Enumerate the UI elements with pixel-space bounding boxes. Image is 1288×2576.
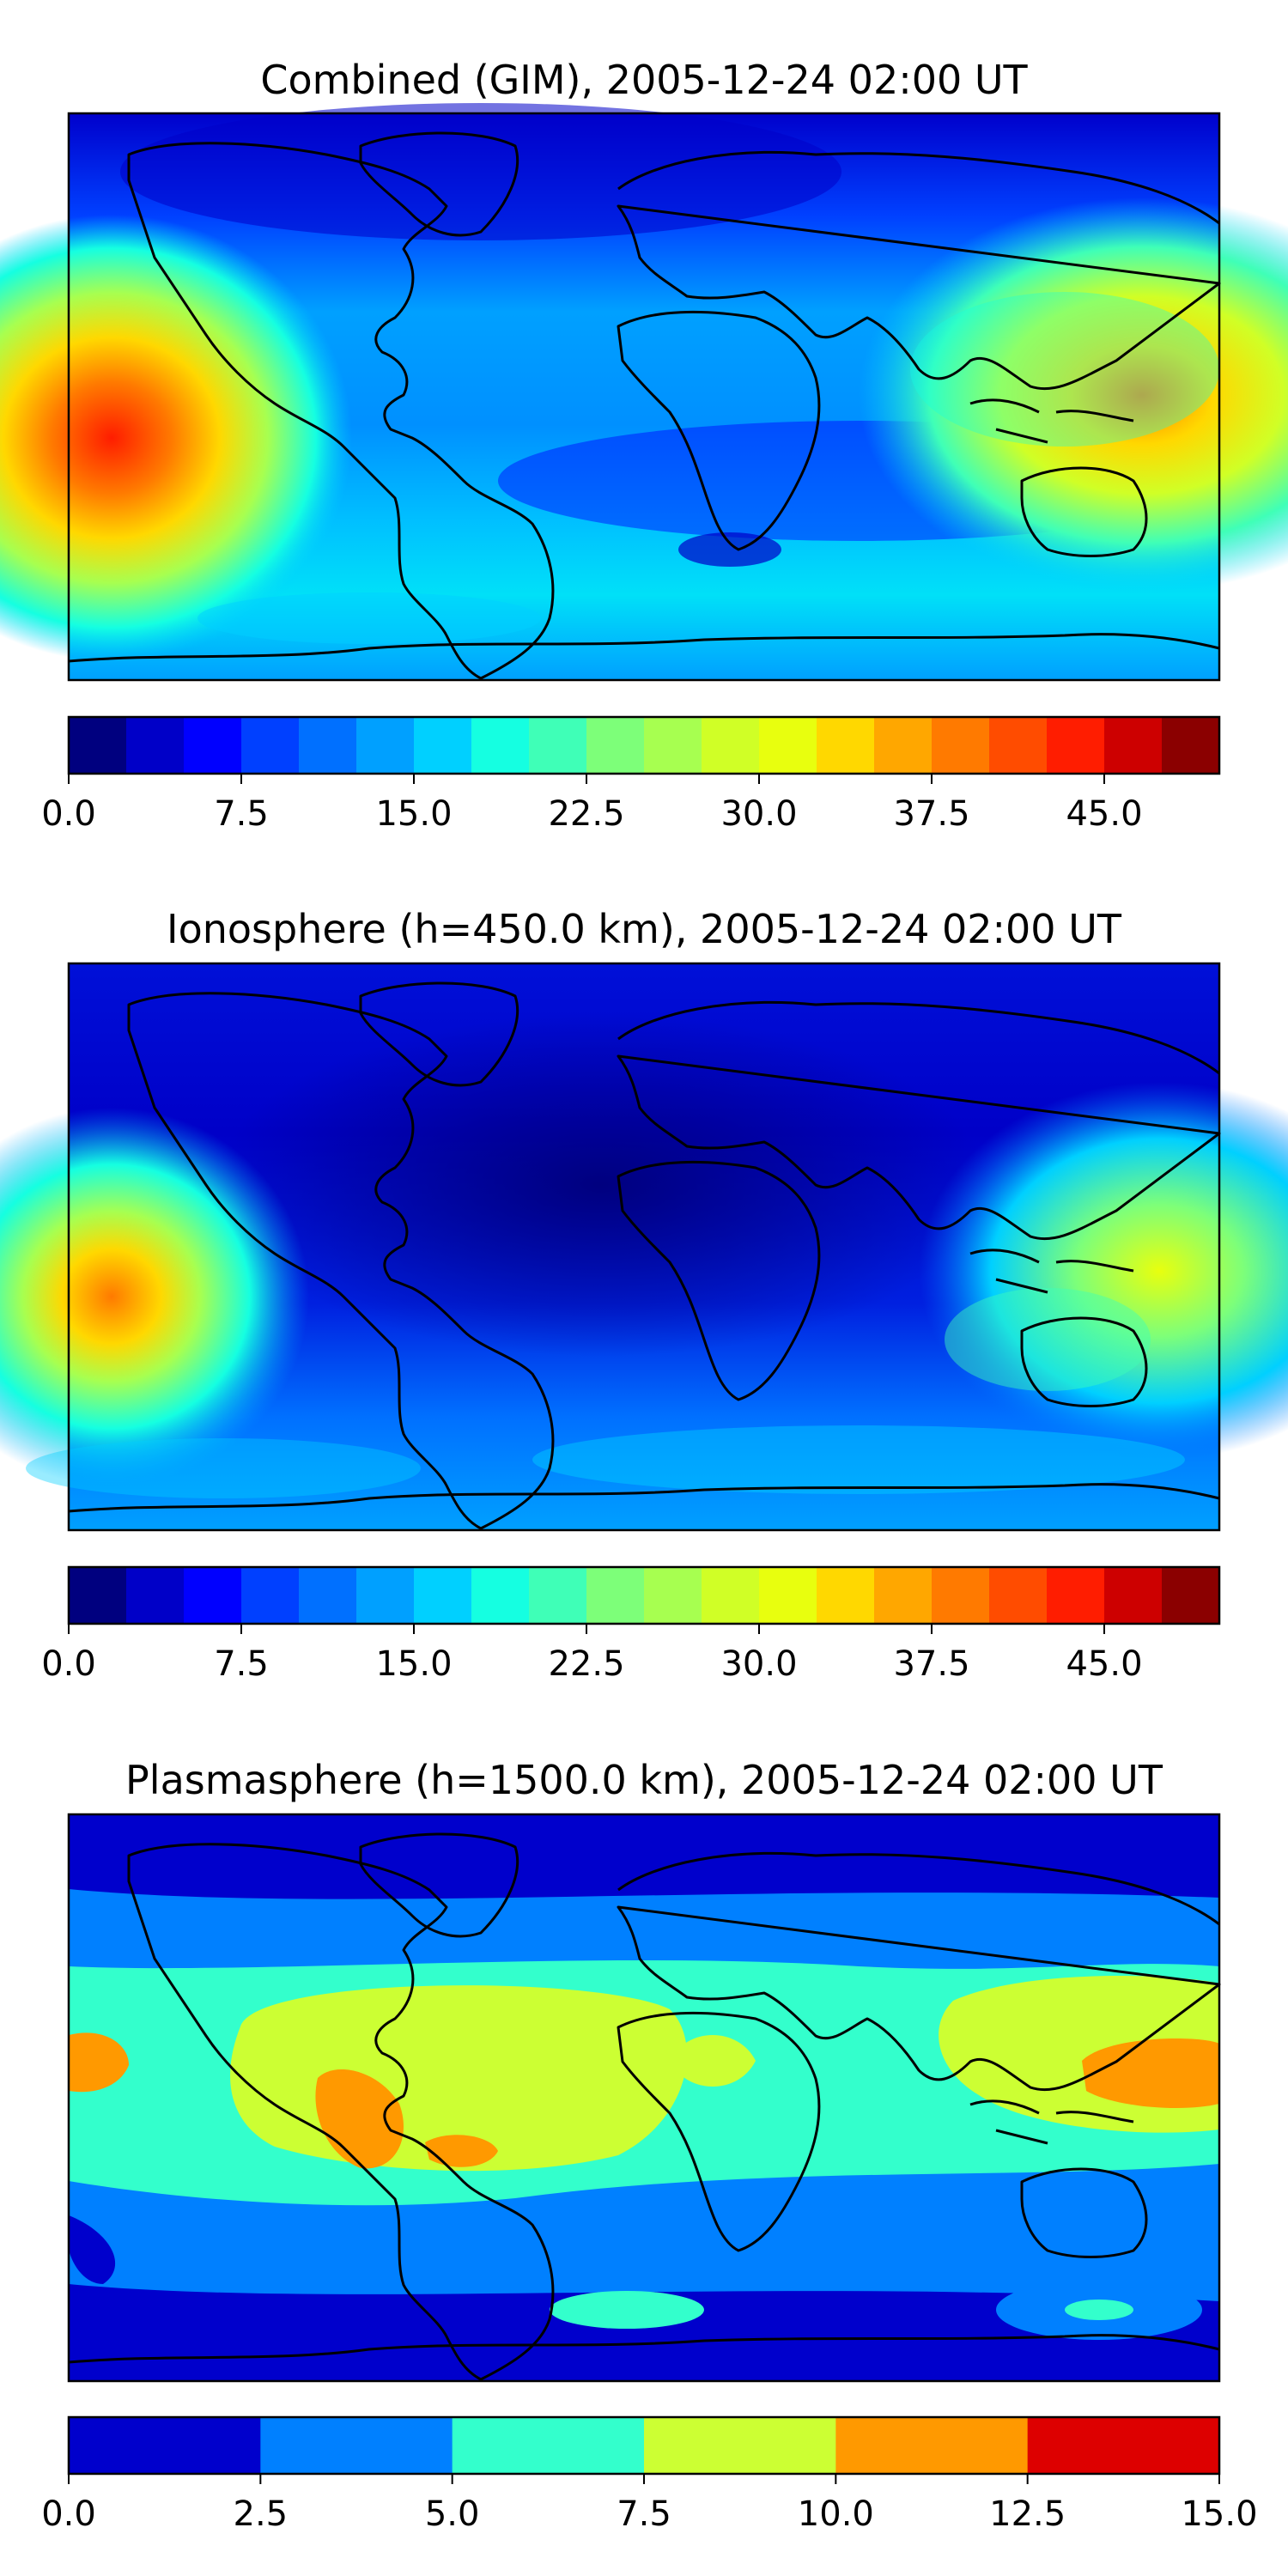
colorbar-tick-label: 22.5 xyxy=(548,794,625,834)
colorbar-segment-ionosphere xyxy=(817,1567,875,1624)
colorbar-segment-combined xyxy=(69,717,127,774)
colorbar-segment-ionosphere xyxy=(586,1567,645,1624)
colorbar-segment-combined xyxy=(1162,717,1220,774)
colorbar-segment-combined xyxy=(529,717,587,774)
colorbar-segment-ionosphere xyxy=(69,1567,127,1624)
map-ionosphere xyxy=(0,963,1288,1530)
colorbar-segment-combined xyxy=(299,717,357,774)
chart-title-plasmasphere: Plasmasphere (h=1500.0 km), 2005-12-24 0… xyxy=(125,1757,1163,1803)
colorbar-segment-ionosphere xyxy=(299,1567,357,1624)
map-plasmasphere xyxy=(69,1814,1219,2381)
chart-title-ionosphere: Ionosphere (h=450.0 km), 2005-12-24 02:0… xyxy=(167,906,1121,952)
colorbar-segment-ionosphere xyxy=(241,1567,300,1624)
colorbar-tick-label: 7.5 xyxy=(617,2494,671,2534)
colorbar-tick-label: 45.0 xyxy=(1066,1644,1143,1684)
colorbar-tick-label: 7.5 xyxy=(214,1644,269,1684)
colorbar-segment-plasmasphere xyxy=(260,2417,453,2474)
colorbar-segment-plasmasphere xyxy=(1027,2417,1220,2474)
colorbar-segment-ionosphere xyxy=(414,1567,472,1624)
colorbar-segment-combined xyxy=(1047,717,1105,774)
colorbar-tick-label: 0.0 xyxy=(41,794,96,834)
colorbar-segment-plasmasphere xyxy=(452,2417,645,2474)
colorbar-segment-combined xyxy=(471,717,530,774)
colorbar-segment-combined xyxy=(989,717,1048,774)
colorbar-segment-ionosphere xyxy=(874,1567,933,1624)
colorbar-segment-plasmasphere xyxy=(644,2417,836,2474)
colorbar-tick-label: 45.0 xyxy=(1066,794,1143,834)
colorbar-tick-label: 10.0 xyxy=(797,2494,874,2534)
colorbar-tick-label: 37.5 xyxy=(893,1644,970,1684)
coastlines-combined xyxy=(68,131,1221,680)
colorbar-segment-combined xyxy=(1104,717,1163,774)
coast-africa xyxy=(617,310,821,551)
colorbar-frame-combined xyxy=(67,715,1221,775)
colorbar-segment-ionosphere xyxy=(702,1567,760,1624)
coast-indonesia xyxy=(969,398,1134,444)
map-frame-plasmasphere xyxy=(67,1813,1221,2383)
colorbar-segment-ionosphere xyxy=(1104,1567,1163,1624)
colorbar-segment-ionosphere xyxy=(644,1567,702,1624)
colorbar-segment-ionosphere xyxy=(529,1567,587,1624)
map-combined xyxy=(0,103,1288,680)
colorbar-segment-ionosphere xyxy=(1047,1567,1105,1624)
colorbar-segment-combined xyxy=(241,717,300,774)
colorbar-segment-combined xyxy=(586,717,645,774)
colorbar-segment-ionosphere xyxy=(471,1567,530,1624)
coast-australia xyxy=(1020,466,1148,557)
colorbar-tick-label: 15.0 xyxy=(375,1644,453,1684)
colorbar-segment-combined xyxy=(874,717,933,774)
colorbar-tick-label: 15.0 xyxy=(375,794,453,834)
colorbar-tick-label: 0.0 xyxy=(41,1644,96,1684)
colorbar-tick-label: 37.5 xyxy=(893,794,970,834)
colorbar-tick-label: 22.5 xyxy=(548,1644,625,1684)
colorbar-segment-combined xyxy=(932,717,990,774)
coast-antarctica xyxy=(68,633,1220,663)
colorbar-segment-plasmasphere xyxy=(69,2417,261,2474)
colorbar-tick-label: 5.0 xyxy=(424,2494,480,2534)
colorbar-segment-plasmasphere xyxy=(835,2417,1029,2474)
colorbar-tick-label: 7.5 xyxy=(214,794,269,834)
colorbar-segment-ionosphere xyxy=(184,1567,242,1624)
coast-eurasia xyxy=(617,150,1221,391)
colorbar-segment-ionosphere xyxy=(759,1567,817,1624)
colorbar-segment-ionosphere xyxy=(989,1567,1048,1624)
coast-greenland xyxy=(359,131,519,237)
chart-title-combined: Combined (GIM), 2005-12-24 02:00 UT xyxy=(260,57,1028,103)
map-frame-combined xyxy=(67,112,1221,682)
colorbar-segment-ionosphere xyxy=(932,1567,990,1624)
colorbar-frame-ionosphere xyxy=(67,1565,1221,1625)
colorbar-tick-label: 15.0 xyxy=(1181,2494,1258,2534)
colorbar-segment-combined xyxy=(184,717,242,774)
coast-north-america xyxy=(127,142,555,680)
colorbar-segment-combined xyxy=(126,717,185,774)
colorbar-tick-label: 0.0 xyxy=(41,2494,96,2534)
colorbar-segment-combined xyxy=(414,717,472,774)
colorbar-segment-ionosphere xyxy=(1162,1567,1220,1624)
colorbar-tick-label: 30.0 xyxy=(720,1644,798,1684)
colorbar-tick-label: 2.5 xyxy=(233,2494,289,2534)
colorbar-segment-ionosphere xyxy=(126,1567,185,1624)
colorbar-segment-ionosphere xyxy=(356,1567,415,1624)
map-frame-ionosphere xyxy=(67,962,1221,1532)
colorbar-segment-combined xyxy=(644,717,702,774)
colorbar-segment-combined xyxy=(356,717,415,774)
colorbar-segment-combined xyxy=(817,717,875,774)
colorbar-tick-label: 30.0 xyxy=(720,794,798,834)
colorbar-segment-combined xyxy=(759,717,817,774)
colorbar-segment-combined xyxy=(702,717,760,774)
colorbar-tick-label: 12.5 xyxy=(989,2494,1066,2534)
